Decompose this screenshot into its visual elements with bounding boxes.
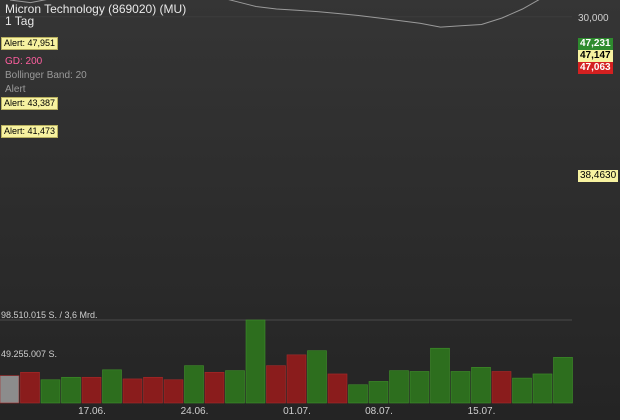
volume-bar — [163, 379, 184, 404]
volume-bar — [122, 378, 143, 404]
volume-label-mid: 49.255.007 S. — [1, 349, 58, 359]
volume-bar — [225, 370, 245, 404]
price-badge-last: 47,147 — [578, 50, 613, 62]
price-badge-low: 47,063 — [578, 62, 613, 74]
legend-bollinger: Bollinger Band: 20 — [5, 70, 87, 81]
volume-bar — [40, 379, 61, 404]
price-badge-gd200: 38,4630 — [578, 170, 619, 182]
volume-bar — [286, 354, 307, 404]
volume-bar — [184, 365, 204, 404]
y-tick-label: 30,000 — [578, 13, 609, 24]
volume-bar — [450, 371, 471, 404]
volume-bar — [409, 371, 430, 404]
alert-label-3: Alert: 41,473 — [1, 125, 59, 138]
x-tick-label: 17.06. — [78, 406, 106, 417]
volume-bar — [389, 370, 409, 404]
volume-bar — [327, 373, 348, 404]
volume-bar — [532, 373, 553, 404]
x-tick-label: 01.07. — [283, 406, 311, 417]
volume-bar — [368, 381, 389, 404]
x-tick-label: 24.06. — [181, 406, 209, 417]
legend-gd200: GD: 200 — [5, 56, 43, 67]
volume-bar — [61, 376, 81, 404]
volume-bar — [102, 369, 122, 404]
volume-bar — [471, 367, 491, 404]
chart-title: Micron Technology (869020) (MU) — [5, 2, 187, 16]
volume-bar — [204, 371, 225, 404]
volume-label-top: 98.510.015 S. / 3,6 Mrd. — [1, 310, 98, 320]
volume-bar — [20, 371, 40, 404]
alert-label-1: Alert: 47,951 — [1, 37, 59, 50]
price-badge-high: 47,231 — [578, 38, 613, 50]
legend-alert: Alert — [5, 84, 26, 95]
bollinger-lower-line — [9, 0, 540, 28]
volume-bar — [245, 319, 266, 404]
volume-bar — [0, 375, 20, 404]
volume-bar — [553, 357, 573, 404]
volume-bar — [430, 347, 450, 404]
volume-bar — [491, 371, 512, 404]
volume-bar — [266, 365, 286, 404]
volume-bar — [512, 377, 532, 404]
volume-bar — [307, 350, 327, 404]
alert-label-2: Alert: 43,387 — [1, 97, 59, 110]
volume-bar — [143, 376, 163, 404]
x-tick-label: 08.07. — [365, 406, 393, 417]
volume-bar — [81, 376, 102, 404]
chart-interval: 1 Tag — [5, 14, 35, 28]
x-tick-label: 15.07. — [468, 406, 496, 417]
volume-bar — [348, 384, 368, 404]
